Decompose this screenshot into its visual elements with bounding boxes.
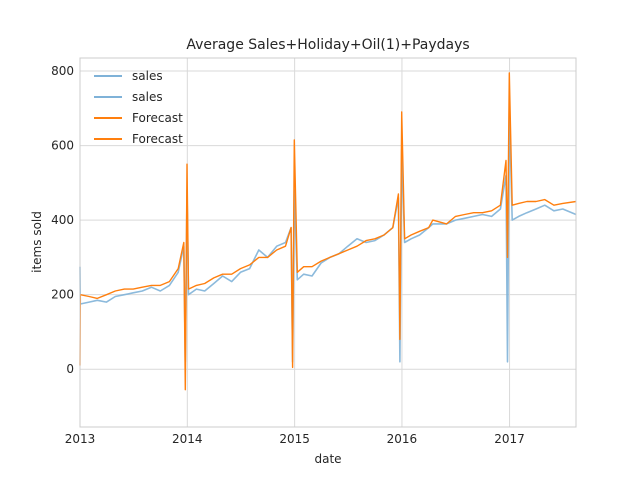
tick-labels: 2013 2014 2015 2016 2017 0 200 400 600 800 — [51, 64, 525, 446]
y-axis-label: items sold — [30, 211, 44, 273]
x-tick-label: 2017 — [494, 432, 525, 446]
sales-line — [79, 107, 577, 363]
legend: sales sales Forecast Forecast — [94, 69, 183, 146]
grid — [79, 58, 576, 427]
legend-label-sales-2: sales — [132, 90, 163, 104]
plot-series — [79, 72, 577, 391]
x-tick-label: 2013 — [65, 432, 96, 446]
x-tick-label: 2015 — [279, 432, 310, 446]
x-tick-label: 2016 — [387, 432, 418, 446]
forecast-line — [79, 72, 577, 391]
legend-label-forecast-1: Forecast — [132, 111, 183, 125]
y-tick-label: 400 — [51, 213, 74, 227]
y-tick-label: 0 — [66, 362, 74, 376]
plot-frame — [79, 57, 577, 428]
y-tick-label: 800 — [51, 64, 74, 78]
legend-label-forecast-2: Forecast — [132, 132, 183, 146]
y-tick-label: 600 — [51, 139, 74, 153]
chart-title: Average Sales+Holiday+Oil(1)+Paydays — [186, 37, 469, 53]
x-tick-label: 2014 — [172, 432, 203, 446]
legend-label-sales-1: sales — [132, 69, 163, 83]
y-tick-label: 200 — [51, 288, 74, 302]
x-axis-label: date — [314, 452, 341, 466]
